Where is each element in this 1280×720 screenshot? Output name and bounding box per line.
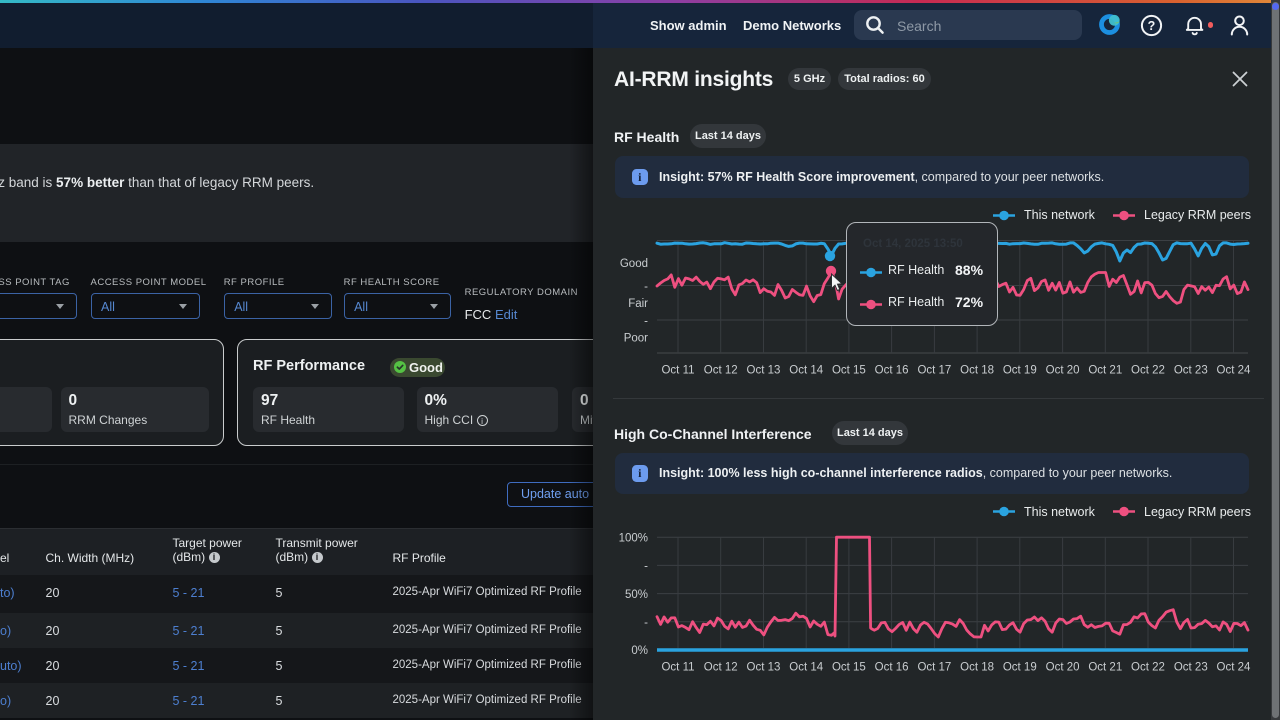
- svg-text:-: -: [644, 281, 648, 293]
- svg-text:50%: 50%: [625, 589, 648, 601]
- svg-text:Oct 19: Oct 19: [1003, 661, 1037, 673]
- svg-text:Oct 16: Oct 16: [875, 364, 909, 376]
- svg-text:Poor: Poor: [624, 333, 648, 345]
- svg-text:Good: Good: [620, 258, 648, 270]
- svg-text:Oct 15: Oct 15: [832, 661, 866, 673]
- svg-text:Oct 21: Oct 21: [1088, 661, 1122, 673]
- svg-text:Oct 19: Oct 19: [1003, 364, 1037, 376]
- svg-text:Oct 12: Oct 12: [704, 661, 738, 673]
- svg-text:-: -: [644, 316, 648, 328]
- svg-text:-: -: [644, 617, 648, 629]
- svg-text:Oct 23: Oct 23: [1174, 661, 1208, 673]
- svg-text:Oct 17: Oct 17: [917, 364, 951, 376]
- svg-text:Oct 22: Oct 22: [1131, 661, 1165, 673]
- svg-text:Oct 22: Oct 22: [1131, 364, 1165, 376]
- svg-text:-: -: [644, 561, 648, 573]
- svg-text:Oct 23: Oct 23: [1174, 364, 1208, 376]
- svg-text:Oct 14: Oct 14: [789, 364, 823, 376]
- svg-text:Oct 11: Oct 11: [661, 364, 694, 376]
- svg-text:Oct 16: Oct 16: [875, 661, 909, 673]
- svg-text:Oct 20: Oct 20: [1046, 364, 1080, 376]
- svg-text:Oct 11: Oct 11: [661, 661, 694, 673]
- svg-text:Oct 24: Oct 24: [1217, 364, 1251, 376]
- svg-text:Oct 18: Oct 18: [960, 661, 994, 673]
- svg-text:?: ?: [1148, 19, 1156, 33]
- svg-text:Oct 24: Oct 24: [1217, 661, 1251, 673]
- svg-text:Oct 13: Oct 13: [747, 364, 781, 376]
- svg-text:Oct 13: Oct 13: [747, 661, 781, 673]
- svg-text:0%: 0%: [631, 645, 648, 657]
- svg-text:Oct 15: Oct 15: [832, 364, 866, 376]
- svg-text:Fair: Fair: [628, 298, 648, 310]
- svg-text:Oct 18: Oct 18: [960, 364, 994, 376]
- svg-text:Oct 17: Oct 17: [917, 661, 951, 673]
- svg-text:100%: 100%: [619, 532, 648, 544]
- svg-text:Oct 21: Oct 21: [1088, 364, 1122, 376]
- svg-text:Oct 12: Oct 12: [704, 364, 738, 376]
- svg-text:Oct 14: Oct 14: [789, 661, 823, 673]
- svg-text:Oct 20: Oct 20: [1046, 661, 1080, 673]
